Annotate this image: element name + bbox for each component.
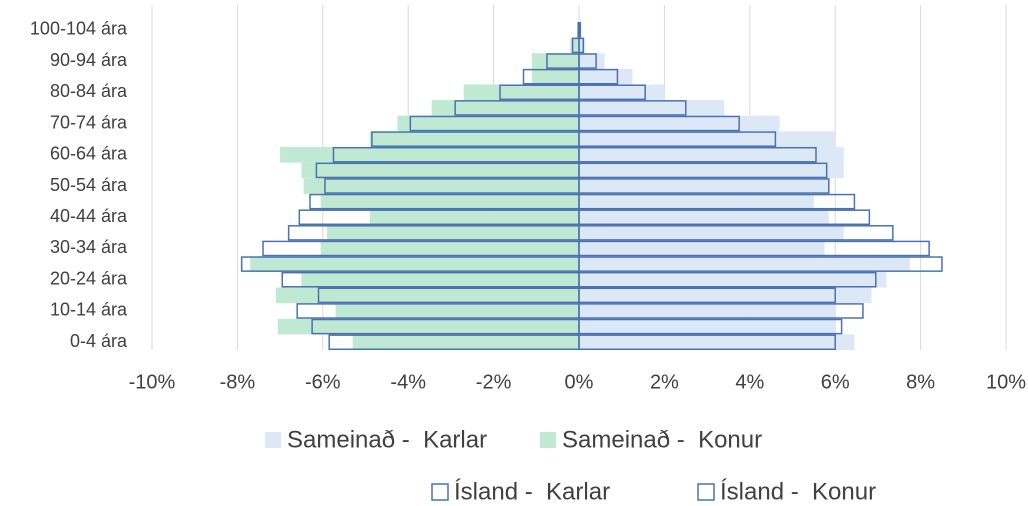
bar <box>301 162 579 179</box>
bar <box>579 209 829 226</box>
bar <box>315 162 580 179</box>
legend-swatch <box>431 483 449 501</box>
bar <box>352 334 579 350</box>
y-tick-label: 70-74 ára <box>50 112 128 132</box>
y-tick-label: 30-34 ára <box>50 237 128 257</box>
bar <box>579 37 586 54</box>
bar <box>303 178 579 194</box>
x-tick-label: -4% <box>390 371 426 393</box>
bar <box>532 53 579 69</box>
bar <box>327 225 579 241</box>
x-tick-label: 6% <box>821 371 850 393</box>
bar <box>579 100 725 116</box>
bar <box>320 193 579 210</box>
bar <box>262 240 580 257</box>
y-tick-label: 100-104 ára <box>30 19 128 39</box>
y-tick-label: 10-14 ára <box>50 300 128 320</box>
legend-swatch <box>697 483 715 501</box>
bar <box>579 256 910 272</box>
x-tick-label: 4% <box>735 371 764 393</box>
bar <box>275 287 579 304</box>
bar <box>579 146 844 163</box>
y-tick-label: 50-54 ára <box>50 175 128 195</box>
x-tick-label: 2% <box>650 371 679 393</box>
bar <box>579 53 605 69</box>
bar <box>579 271 887 288</box>
bar <box>579 318 836 335</box>
bar <box>298 209 580 226</box>
bar <box>309 193 580 210</box>
y-tick-label: 80-84 ára <box>50 81 128 101</box>
bar <box>277 318 579 335</box>
bar <box>328 334 580 350</box>
bar <box>250 256 579 272</box>
bar <box>240 256 580 272</box>
bar <box>546 53 580 69</box>
x-tick-label: -2% <box>476 371 512 393</box>
bar <box>317 287 580 304</box>
bar <box>332 146 580 163</box>
bar <box>579 115 780 132</box>
bar <box>579 84 665 101</box>
legend-swatch <box>265 432 281 448</box>
legend-label: Sameinað - Karlar <box>287 426 487 453</box>
bar <box>301 271 579 288</box>
y-tick-label: 40-44 ára <box>50 206 128 226</box>
bar <box>409 115 580 132</box>
bar <box>431 100 579 116</box>
bar <box>369 209 579 226</box>
legend-label: Ísland - Konur <box>720 478 876 505</box>
bar <box>579 303 836 319</box>
bar <box>463 84 579 101</box>
bar <box>371 131 580 147</box>
legend-swatch <box>540 432 556 448</box>
bar <box>335 303 579 319</box>
bar <box>579 334 855 350</box>
bar <box>369 131 579 147</box>
bar <box>280 146 579 163</box>
bar <box>577 22 580 38</box>
y-tick-label: 90-94 ára <box>50 50 128 70</box>
bar <box>579 287 872 304</box>
bar <box>320 240 579 257</box>
bar <box>579 193 814 210</box>
x-tick-label: -8% <box>220 371 256 393</box>
x-tick-label: 8% <box>906 371 935 393</box>
bar <box>287 225 580 241</box>
bar <box>454 100 580 116</box>
y-tick-label: 20-24 ára <box>50 268 128 288</box>
bar <box>570 37 579 54</box>
x-tick-label: 0% <box>565 371 594 393</box>
x-tick-label: -6% <box>305 371 341 393</box>
bar <box>296 303 580 319</box>
bar <box>579 131 836 147</box>
bar <box>311 318 580 335</box>
bar <box>324 178 580 194</box>
y-tick-label: 60-64 ára <box>50 144 128 164</box>
x-tick-label: 10% <box>986 371 1026 393</box>
bar <box>522 68 580 85</box>
bar <box>579 178 829 194</box>
bar <box>579 240 825 257</box>
bar <box>579 225 844 241</box>
legend-label: Ísland - Karlar <box>454 478 610 505</box>
y-tick-label: 0-4 ára <box>70 331 128 351</box>
bar <box>499 84 580 101</box>
bar <box>532 68 579 85</box>
x-tick-label: -10% <box>129 371 176 393</box>
bar <box>579 68 633 85</box>
bar <box>397 115 579 132</box>
bar <box>281 271 580 288</box>
bar <box>571 37 580 54</box>
bar <box>579 162 844 179</box>
legend-label: Sameinað - Konur <box>562 426 762 453</box>
